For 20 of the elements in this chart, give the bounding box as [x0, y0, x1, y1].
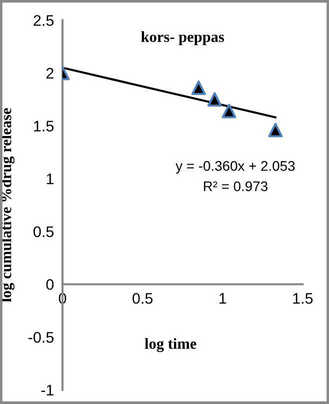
point: [207, 92, 222, 107]
point: [222, 104, 236, 118]
x-tick-label: 1.5: [293, 293, 313, 304]
y-tick-label: -0.5: [28, 332, 54, 343]
point: [268, 122, 283, 138]
annotation: R² = 0.973: [204, 181, 268, 192]
x-tick-label: 0.5: [132, 292, 153, 304]
y-tick-label: 0.5: [34, 226, 54, 238]
y-tick-label: 2.5: [34, 15, 54, 26]
text: kors- peppas: [141, 31, 224, 46]
point: [191, 80, 206, 96]
y-tick-label: 1.5: [34, 120, 54, 132]
y-tick-label: -1: [41, 384, 54, 396]
x-tick-label: 1: [220, 293, 226, 304]
y-tick-label: 0: [46, 279, 54, 290]
annotation: y = -0.360x + 2.053: [176, 161, 295, 174]
x-axis-title: log time: [144, 338, 196, 352]
y-tick-label: 2: [46, 68, 54, 79]
y-axis-title: log cumulative %drug release: [0, 108, 14, 302]
y-tick-label: 1: [46, 174, 54, 184]
